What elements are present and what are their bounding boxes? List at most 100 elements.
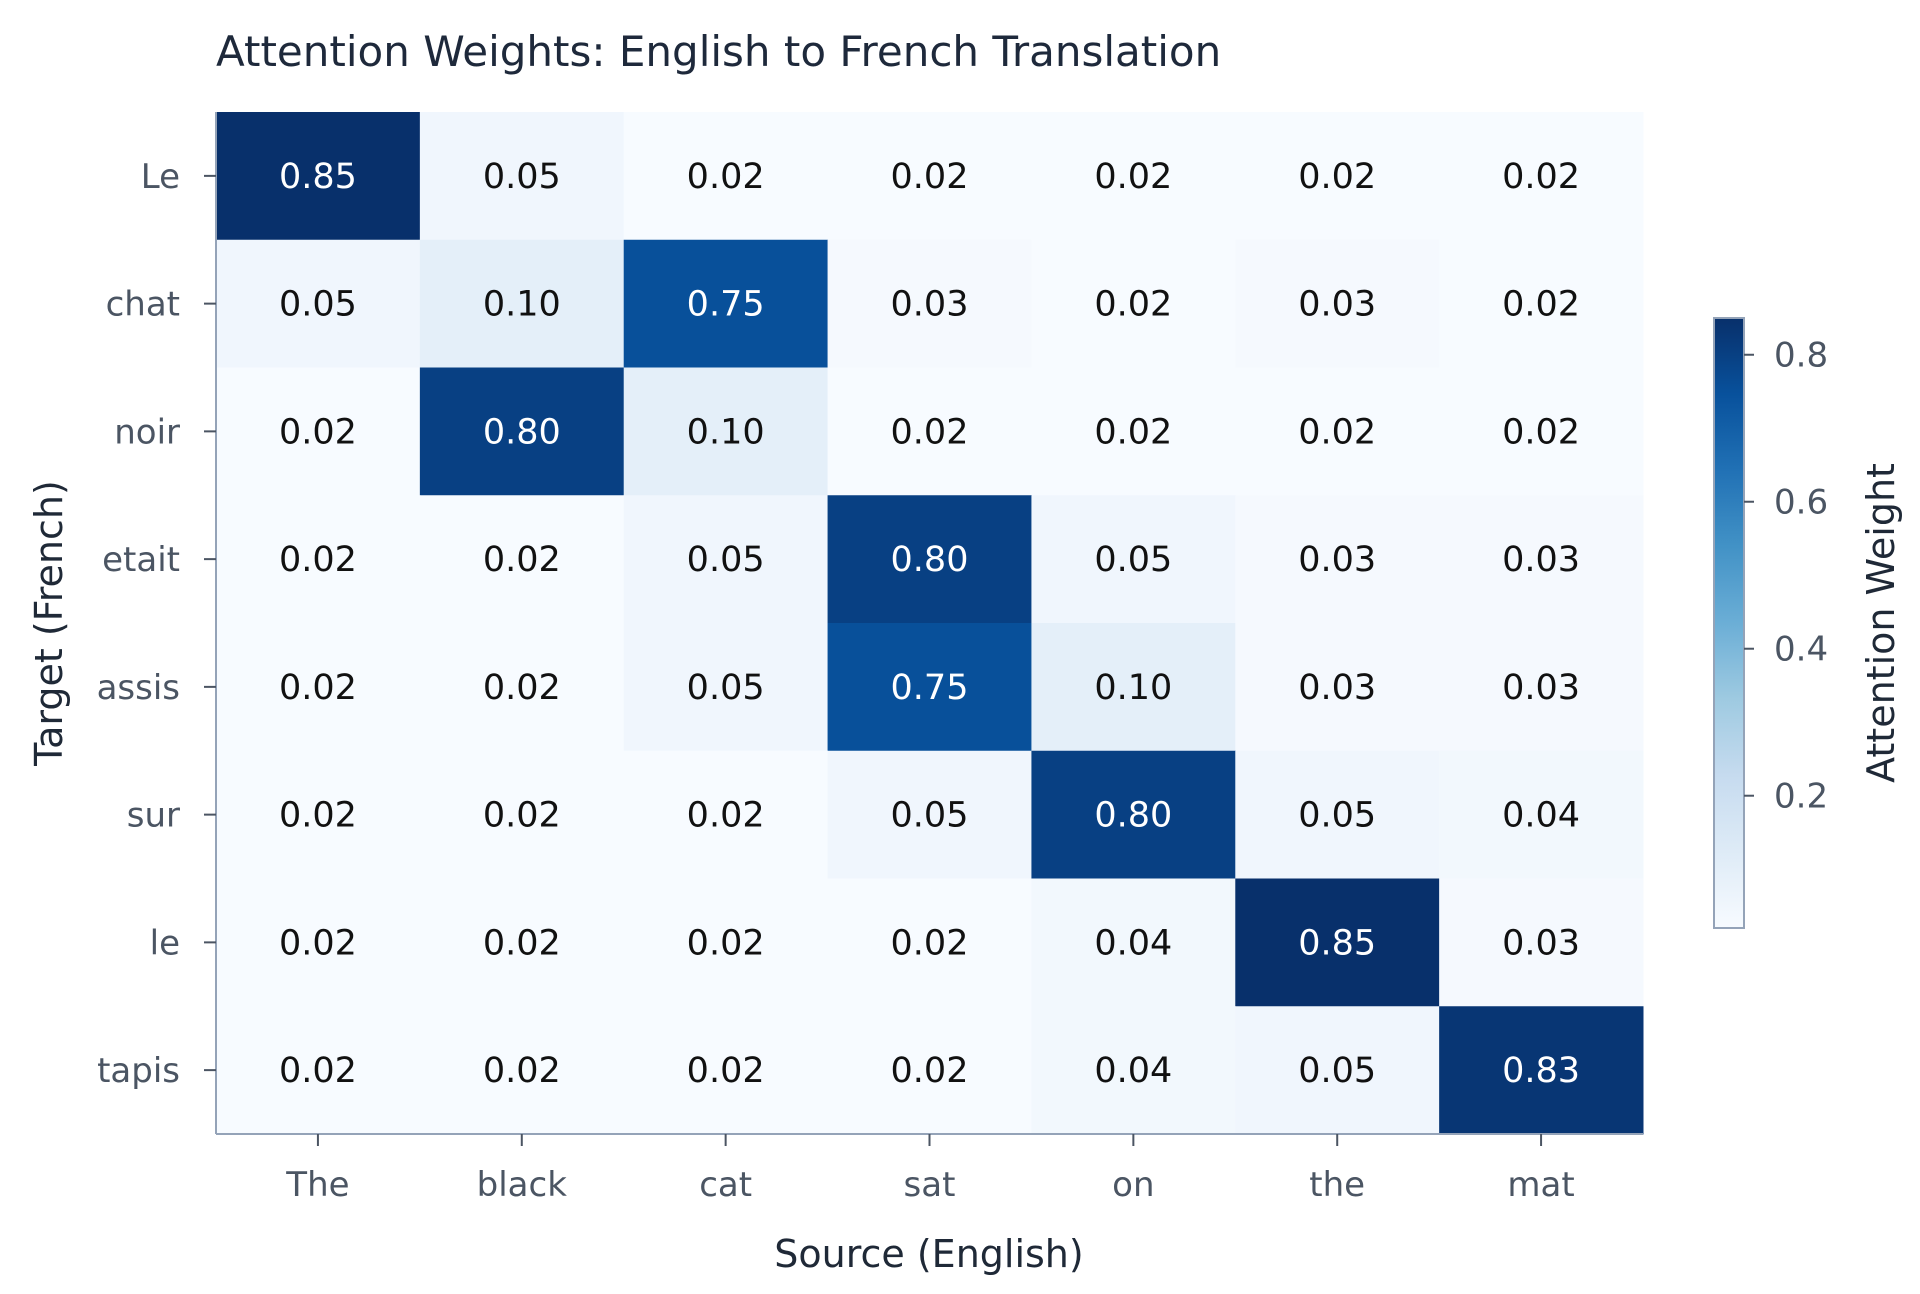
x-axis-ticks: The black cat sat on the mat <box>285 1134 1575 1205</box>
cell-value-label: 0.03 <box>891 285 969 325</box>
y-tick-label: tapis <box>97 1051 180 1091</box>
y-axis-title: Target (French) <box>27 480 71 767</box>
heatmap-cell <box>827 367 1032 496</box>
cell-value-label: 0.02 <box>279 1051 357 1091</box>
heatmap-cell <box>827 495 1032 624</box>
heatmap-cell <box>827 623 1032 752</box>
cell-value-label: 0.03 <box>1298 285 1376 325</box>
cell-value-label: 0.05 <box>279 285 357 325</box>
x-axis-title: Source (English) <box>774 1232 1083 1276</box>
cell-value-label: 0.02 <box>483 1051 561 1091</box>
y-tick-label: chat <box>106 285 180 325</box>
cell-value-label: 0.02 <box>279 412 357 452</box>
cell-value-label: 0.04 <box>1502 796 1580 836</box>
heatmap-cell <box>1439 495 1644 624</box>
heatmap-cell <box>1031 239 1236 368</box>
cell-value-label: 0.02 <box>891 1051 969 1091</box>
heatmap-cell <box>216 623 421 752</box>
heatmap-cell <box>1235 495 1440 624</box>
heatmap-cell <box>419 878 625 1007</box>
heatmap-cell <box>1235 623 1440 752</box>
cell-value-label: 0.03 <box>1502 923 1580 963</box>
heatmap-cell <box>1031 367 1236 496</box>
colorbar-tick-label: 0.4 <box>1774 630 1828 670</box>
cell-value-label: 0.02 <box>483 796 561 836</box>
cell-value-label: 0.02 <box>891 412 969 452</box>
heatmap-cell <box>216 239 421 368</box>
heatmap-cell <box>1031 750 1236 879</box>
heatmap-cell <box>1235 878 1440 1007</box>
cell-value-label: 0.02 <box>483 668 561 708</box>
cell-value-label: 0.02 <box>483 923 561 963</box>
y-tick-label: sur <box>127 796 180 836</box>
cell-value-label: 0.03 <box>1502 668 1580 708</box>
heatmap-cell <box>419 623 625 752</box>
y-tick-label: le <box>150 923 180 963</box>
cell-value-label: 0.80 <box>483 412 561 452</box>
cell-value-label: 0.05 <box>891 796 969 836</box>
heatmap-cell <box>1439 623 1644 752</box>
heatmap-cell <box>827 112 1032 241</box>
heatmap-cell <box>827 878 1032 1007</box>
heatmap-cell <box>1439 1006 1644 1135</box>
y-tick-label: noir <box>114 412 180 452</box>
heatmap-cell <box>623 495 829 624</box>
heatmap-cell <box>216 367 421 496</box>
colorbar-tick-label: 0.6 <box>1774 483 1828 523</box>
heatmap-cell <box>216 878 421 1007</box>
cell-value-label: 0.02 <box>1502 157 1580 197</box>
cell-value-label: 0.02 <box>279 668 357 708</box>
heatmap-value-labels: 0.85 0.05 0.02 0.02 0.02 0.02 0.02 0.05 0.10 0.75… <box>279 157 1580 1091</box>
heatmap-cell <box>1439 239 1644 368</box>
cell-value-label: 0.80 <box>891 540 969 580</box>
x-tick-label: mat <box>1507 1165 1574 1205</box>
cell-value-label: 0.02 <box>1298 412 1376 452</box>
colorbar-ticks: 0.2 0.4 0.6 0.8 <box>1744 336 1828 817</box>
heatmap-cell <box>1031 878 1236 1007</box>
cell-value-label: 0.02 <box>1094 157 1172 197</box>
heatmap-cell <box>419 750 625 879</box>
heatmap-cell <box>419 112 625 241</box>
heatmap-cell <box>623 112 829 241</box>
cell-value-label: 0.05 <box>687 668 765 708</box>
cell-value-label: 0.05 <box>687 540 765 580</box>
cell-value-label: 0.02 <box>483 540 561 580</box>
heatmap-cell <box>1235 750 1440 879</box>
cell-value-label: 0.02 <box>1298 157 1376 197</box>
heatmap-cell <box>1439 878 1644 1007</box>
colorbar-tick-label: 0.8 <box>1774 336 1828 376</box>
heatmap-cell <box>827 750 1032 879</box>
cell-value-label: 0.05 <box>1094 540 1172 580</box>
heatmap-cell <box>1439 367 1644 496</box>
x-tick-label: cat <box>699 1165 752 1205</box>
cell-value-label: 0.85 <box>279 157 357 197</box>
cell-value-label: 0.05 <box>1298 796 1376 836</box>
heatmap-cell <box>1235 239 1440 368</box>
heatmap-cell <box>1235 112 1440 241</box>
heatmap-cell <box>623 623 829 752</box>
heatmap-cell <box>1031 623 1236 752</box>
heatmap-cell <box>1235 1006 1440 1135</box>
cell-value-label: 0.02 <box>687 157 765 197</box>
y-tick-label: assis <box>97 668 180 708</box>
y-axis-ticks: Le chat noir etait assis sur le tapis <box>97 157 216 1091</box>
heatmap-cell <box>216 495 421 624</box>
cell-value-label: 0.04 <box>1094 1051 1172 1091</box>
colorbar: 0.2 0.4 0.6 0.8 Attention Weight <box>1713 317 1903 929</box>
cell-value-label: 0.03 <box>1502 540 1580 580</box>
heatmap-cell <box>419 495 625 624</box>
cell-value-label: 0.02 <box>279 796 357 836</box>
cell-value-label: 0.85 <box>1298 923 1376 963</box>
x-tick-label: black <box>477 1165 568 1205</box>
heatmap-cell <box>827 1006 1032 1135</box>
heatmap-cell <box>1031 495 1236 624</box>
cell-value-label: 0.03 <box>1298 540 1376 580</box>
cell-value-label: 0.03 <box>1298 668 1376 708</box>
x-tick-label: sat <box>904 1165 956 1205</box>
cell-value-label: 0.02 <box>687 796 765 836</box>
x-tick-label: the <box>1309 1165 1365 1205</box>
heatmap-cell <box>216 1006 421 1135</box>
cell-value-label: 0.02 <box>279 540 357 580</box>
heatmap-cell <box>623 239 829 368</box>
